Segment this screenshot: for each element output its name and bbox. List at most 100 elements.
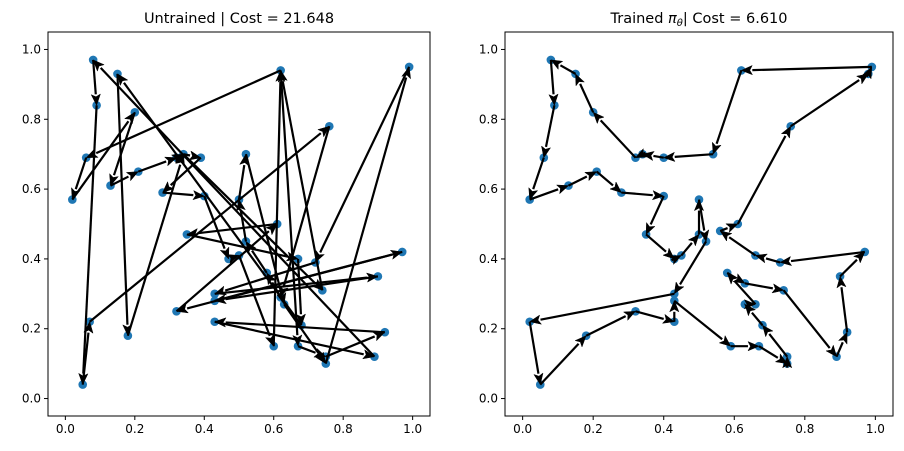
arrowhead	[782, 356, 793, 369]
arrowhead	[663, 151, 676, 162]
tour-edge	[733, 280, 757, 306]
tour-edge	[319, 66, 411, 253]
arrowhead	[317, 125, 330, 138]
tour-edge	[186, 250, 403, 310]
arrowhead	[779, 255, 793, 267]
arrowhead	[837, 331, 848, 345]
tour-edge	[182, 153, 316, 284]
tour-edge	[175, 230, 270, 313]
tour-edge	[728, 236, 757, 257]
arrowhead	[855, 73, 869, 85]
arrowhead	[550, 59, 564, 71]
arrowhead	[836, 275, 847, 289]
tour-edge	[752, 65, 872, 72]
tour-edge	[74, 157, 88, 190]
y-tick-label: 0.6	[22, 182, 41, 196]
arrowhead	[780, 125, 792, 139]
tour-edge	[840, 287, 849, 333]
arrowhead	[529, 314, 543, 325]
tour-edge	[203, 195, 226, 250]
x-tick-label: 0.2	[125, 422, 144, 436]
untrained-tour-plot: Untrained | Cost = 21.648 0.0 0.2 0.4 0.6 0.…	[22, 11, 431, 436]
y-tick-label: 0.2	[22, 322, 41, 336]
tour-edge	[790, 79, 860, 128]
arrowhead	[533, 372, 544, 386]
x-tick-label: 0.2	[584, 422, 603, 436]
tour-edge	[325, 335, 376, 358]
y-tick-label: 0.4	[22, 252, 41, 266]
arrowhead	[584, 171, 598, 182]
y-tick-label: 0.0	[479, 392, 498, 406]
tour-edge	[162, 191, 194, 197]
tour-edge	[719, 227, 728, 233]
arrowhead	[661, 313, 675, 324]
tour-edge	[835, 341, 844, 358]
tour-edge	[99, 67, 376, 358]
arrowhead	[362, 349, 376, 360]
arrowhead	[762, 324, 774, 338]
y-tick-label: 0.8	[22, 112, 41, 126]
tour-edge	[768, 333, 789, 358]
tour-edge	[239, 210, 248, 242]
arrowhead	[732, 273, 746, 284]
arrowhead	[609, 181, 622, 194]
arrowhead	[310, 278, 323, 291]
arrowhead	[740, 64, 753, 76]
plot-frame	[47, 31, 431, 417]
x-tick-label: 0.4	[195, 422, 214, 436]
tour-edge	[579, 83, 595, 113]
arrowhead	[725, 223, 739, 233]
arrowhead	[188, 150, 202, 161]
tour-marks	[525, 55, 877, 389]
tour-edge	[528, 321, 540, 374]
arrowhead	[226, 254, 240, 264]
tour-edge	[549, 59, 555, 95]
tour-edge	[645, 233, 667, 253]
tour-edge	[726, 271, 736, 279]
tour-edge	[126, 164, 182, 337]
tour-edge	[324, 77, 408, 364]
chart-title: Trained πθ| Cost = 6.610	[610, 11, 788, 29]
tour-edge	[697, 199, 706, 231]
arrowhead	[277, 69, 288, 83]
x-tick-label: 0.8	[334, 422, 353, 436]
tour-edge	[649, 195, 665, 225]
tour-edge	[585, 315, 627, 337]
arrowhead	[592, 111, 605, 125]
tour-edge	[225, 275, 379, 301]
tour-edge	[568, 175, 588, 187]
tour-edge	[539, 342, 580, 386]
y-tick-label: 1.0	[22, 42, 41, 56]
tour-edge	[214, 276, 368, 295]
tour-edge	[621, 191, 653, 197]
tour-edge	[744, 282, 774, 290]
arrowhead	[265, 223, 278, 236]
y-tick-label: 0.2	[479, 322, 498, 336]
arrowhead	[574, 335, 587, 348]
arrowhead	[162, 181, 175, 194]
arrowhead	[83, 321, 94, 334]
tour-edge	[137, 160, 167, 173]
x-tick-label: 0.6	[264, 422, 283, 436]
arrowhead	[575, 73, 586, 87]
arrowhead	[219, 246, 230, 260]
arrowhead	[718, 334, 732, 347]
arrowhead	[125, 171, 139, 182]
tour-edge	[197, 222, 278, 235]
tour-edge	[92, 59, 97, 95]
tour-edge	[839, 258, 858, 278]
tour-edge	[224, 261, 316, 292]
arrowhead	[687, 234, 700, 247]
tour-edge	[283, 303, 321, 356]
y-tick-label: 0.8	[479, 112, 498, 126]
x-tick-label: 1.0	[403, 422, 422, 436]
tour-edge	[110, 175, 129, 187]
x-tick-label: 0.8	[795, 422, 814, 436]
tour-edge	[244, 153, 283, 294]
tour-edge	[635, 310, 664, 320]
x-tick-label: 0.0	[513, 422, 532, 436]
arrowhead	[754, 253, 768, 264]
y-tick-label: 0.0	[22, 392, 41, 406]
tour-edge	[673, 299, 723, 341]
tour-edge	[595, 170, 614, 187]
